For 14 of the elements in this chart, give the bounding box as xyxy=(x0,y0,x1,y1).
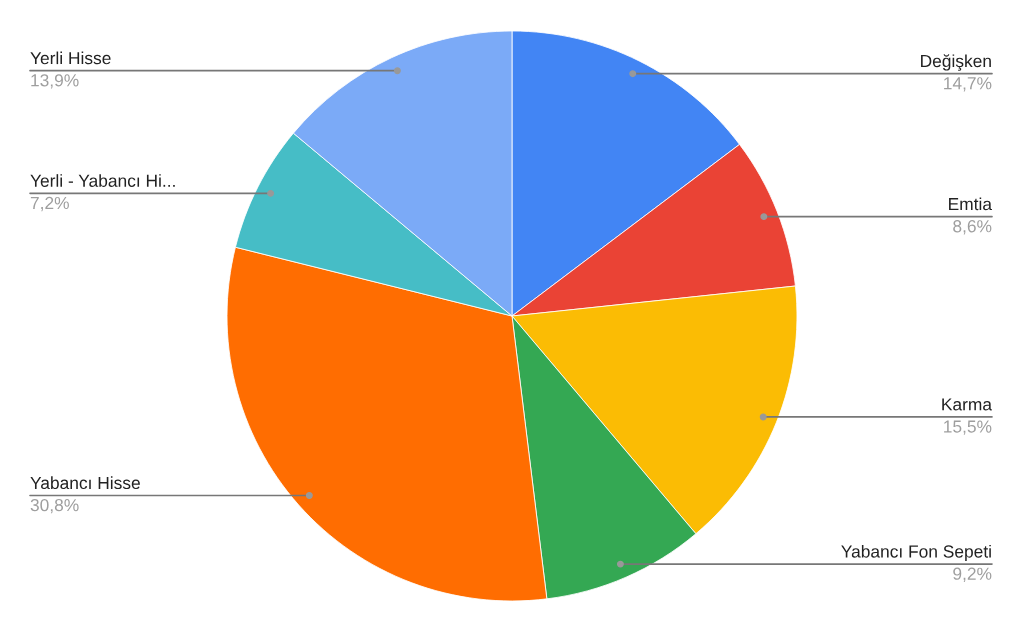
data-label: 8,6% xyxy=(953,220,992,235)
data-label: 7,2% xyxy=(30,196,69,212)
data-label: 9,2% xyxy=(953,567,992,582)
data-label: 15,5% xyxy=(944,420,992,435)
slice-label: Yabancı Fon Sepeti xyxy=(841,544,991,562)
data-label: 13,9% xyxy=(31,74,79,89)
slice-label: Yabancı Hisse xyxy=(30,476,140,490)
slice-label: Yerli Hisse xyxy=(30,51,111,65)
data-label: 14,7% xyxy=(944,77,992,92)
slice-label: Değişken xyxy=(921,54,991,71)
slice-label: Karma xyxy=(942,398,992,411)
slice-label: Emtia xyxy=(949,197,992,211)
data-label: 30,8% xyxy=(30,498,79,514)
slice-label: Yerli - Yabancı Hi... xyxy=(30,174,175,187)
